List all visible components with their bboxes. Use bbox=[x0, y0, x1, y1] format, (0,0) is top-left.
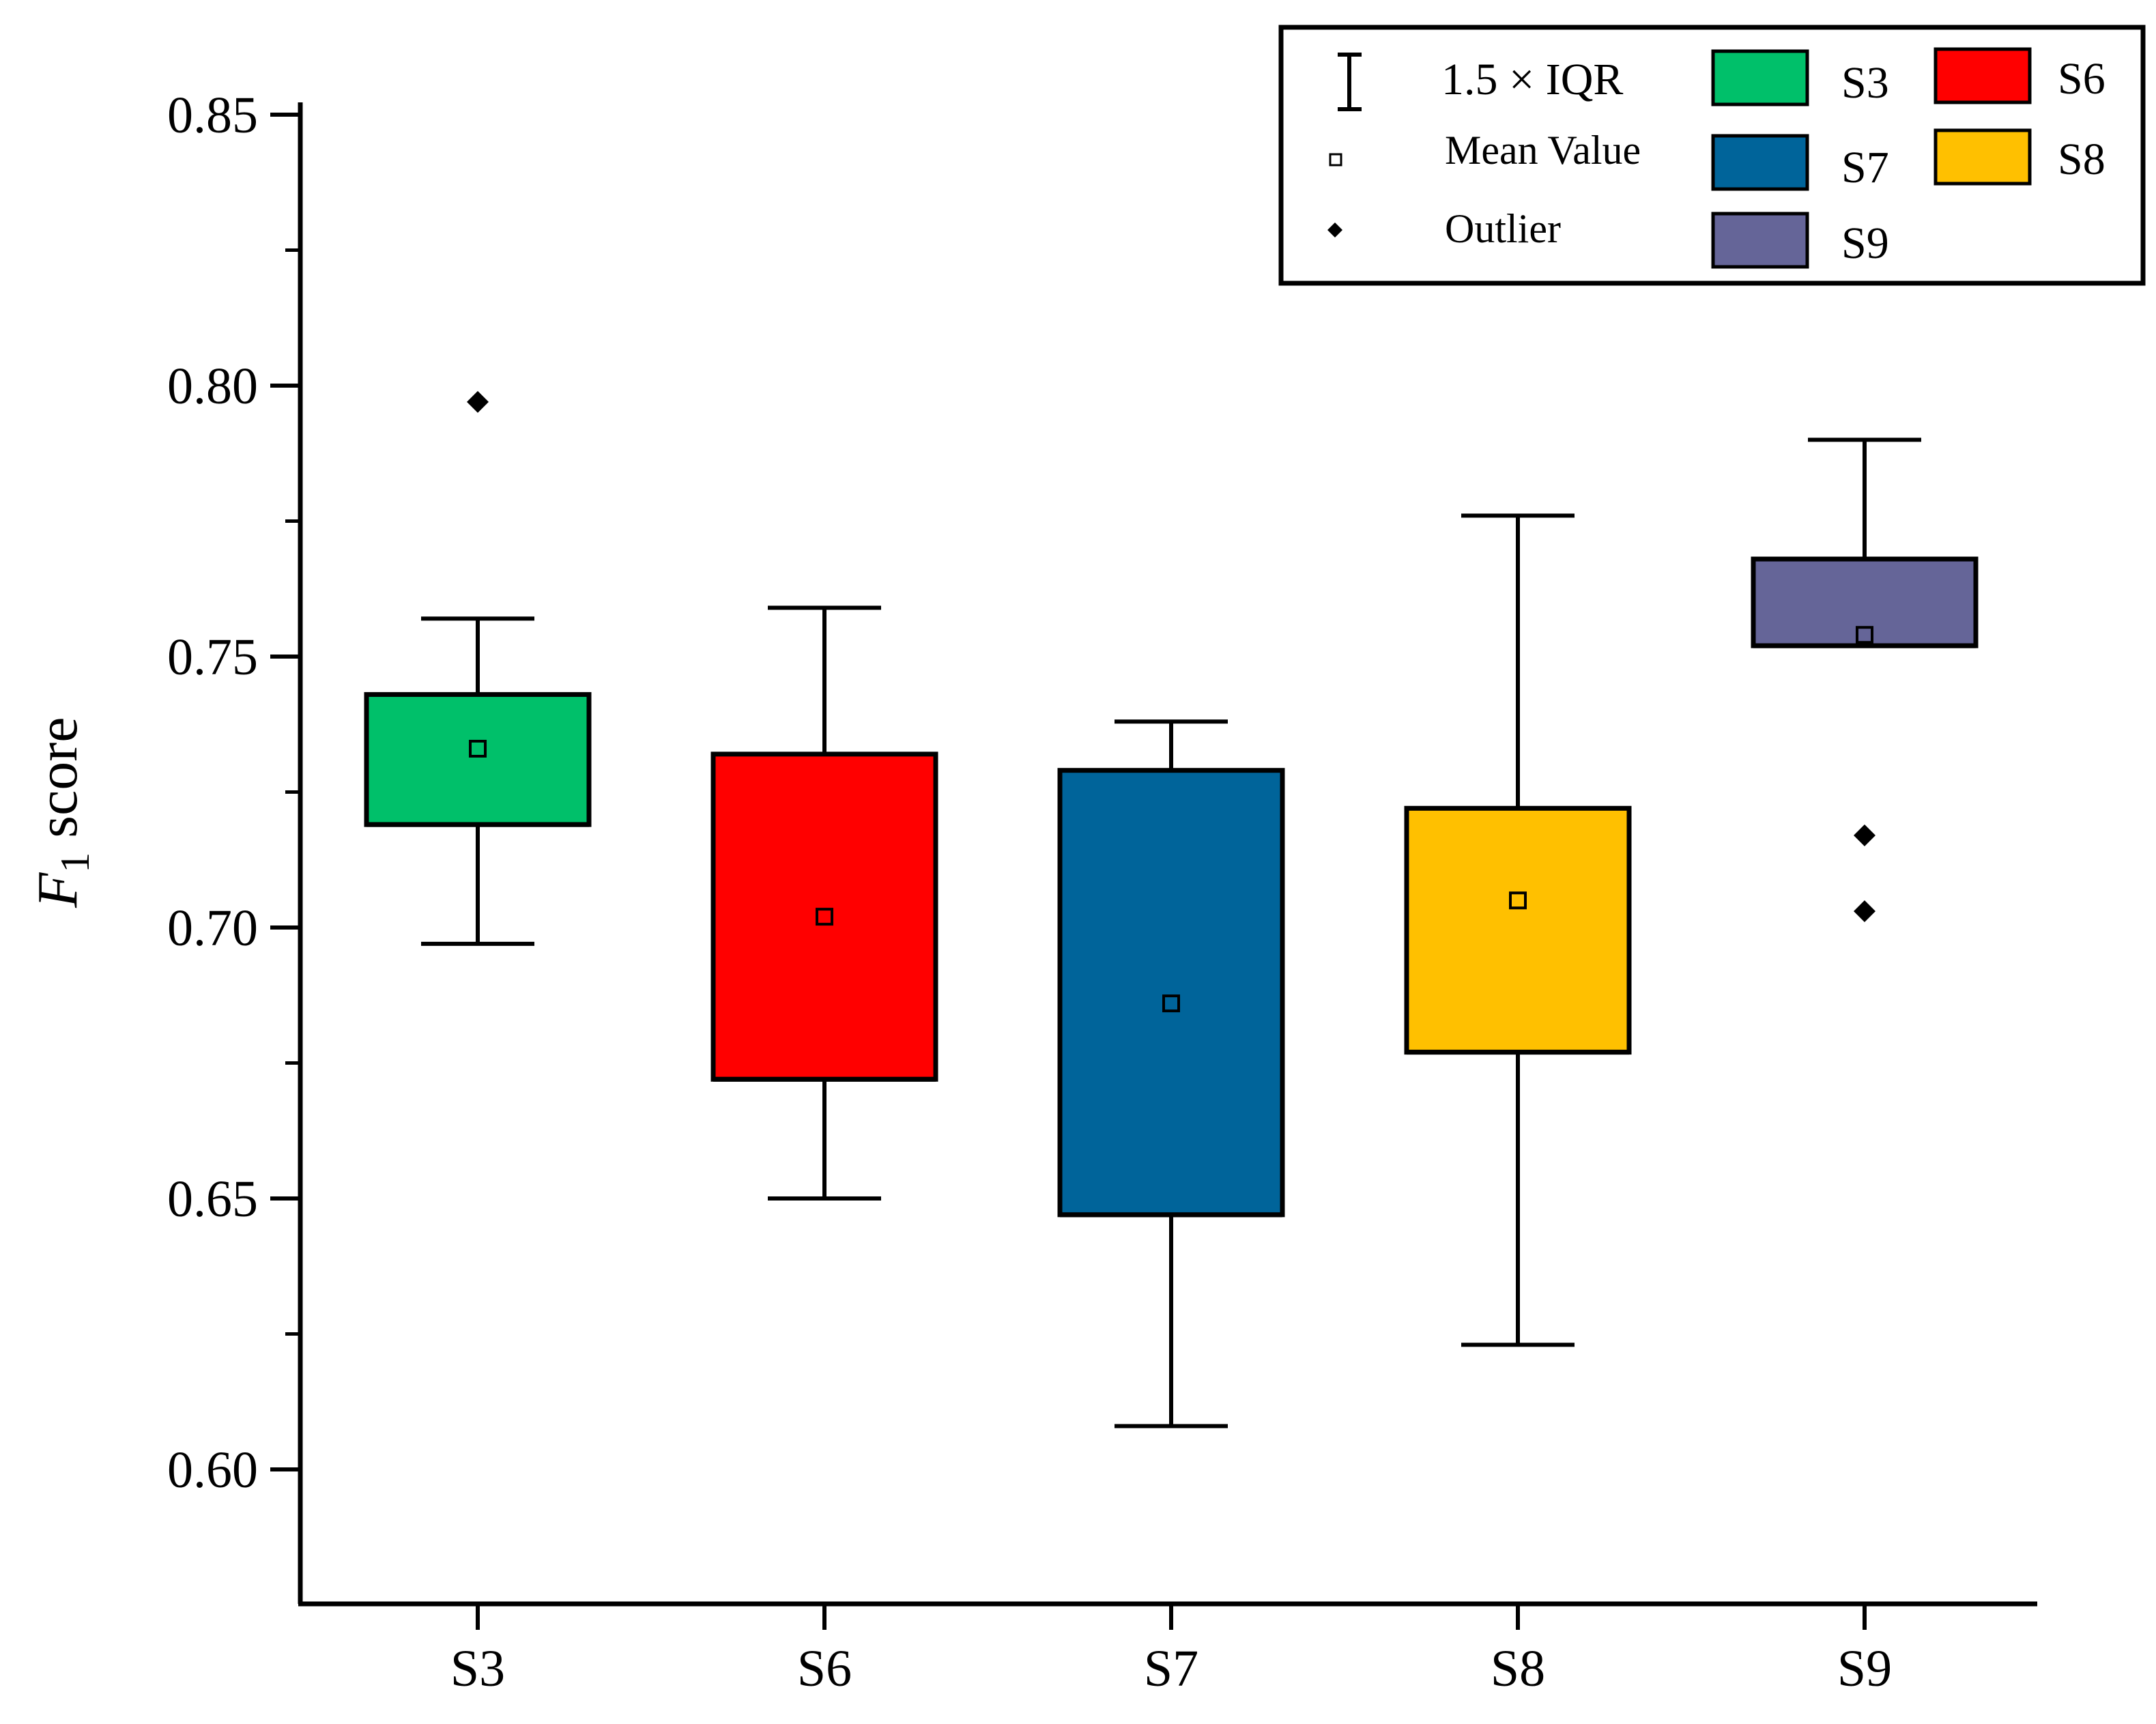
box-s8 bbox=[1404, 513, 1632, 1347]
legend-mean-label: Mean Value bbox=[1445, 128, 1641, 173]
x-tick-label-s3: S3 bbox=[450, 1640, 505, 1697]
legend-swatch-s8 bbox=[1934, 128, 2032, 186]
y-axis-title-subscript: 1 bbox=[53, 852, 98, 873]
hollow-square-icon bbox=[1329, 153, 1342, 167]
outlier-point bbox=[467, 390, 489, 413]
box-s9 bbox=[1751, 437, 1979, 923]
legend-swatch-s6 bbox=[1934, 47, 2032, 104]
box-body bbox=[1057, 768, 1285, 1218]
y-tick-label: 0.70 bbox=[167, 900, 258, 957]
y-axis-title: F1 score bbox=[26, 717, 98, 908]
x-tick-label-s7: S7 bbox=[1144, 1640, 1198, 1697]
box-body bbox=[364, 692, 592, 827]
mean-marker bbox=[469, 739, 487, 758]
box-body bbox=[1404, 805, 1632, 1055]
box-s7 bbox=[1057, 719, 1285, 1428]
whisker-icon bbox=[1338, 53, 1362, 111]
legend-label-s3: S3 bbox=[1841, 58, 1889, 108]
outlier-point bbox=[1854, 900, 1875, 923]
box-body bbox=[710, 751, 938, 1082]
legend-swatch-s7 bbox=[1711, 134, 1809, 191]
legend-outlier-label: Outlier bbox=[1445, 206, 1561, 251]
legend-label-s7: S7 bbox=[1841, 143, 1889, 192]
x-tick-label-s6: S6 bbox=[797, 1640, 852, 1697]
mean-marker bbox=[816, 908, 833, 926]
outlier-point bbox=[1854, 824, 1875, 847]
legend-label-s8: S8 bbox=[2058, 134, 2105, 184]
y-axis-title-suffix: score bbox=[26, 717, 89, 852]
axes: 0.60 0.65 0.70 0.75 0.80 0.85 S3 S6 S7 S8 S9 bbox=[167, 87, 2037, 1697]
mean-marker bbox=[1856, 626, 1873, 644]
box-body bbox=[1751, 556, 1979, 648]
x-tick-label-s9: S9 bbox=[1837, 1640, 1892, 1697]
y-tick-label: 0.75 bbox=[167, 629, 258, 686]
legend-label-s9: S9 bbox=[1841, 218, 1889, 268]
y-tick-label: 0.85 bbox=[167, 87, 258, 144]
box-s6 bbox=[710, 605, 938, 1201]
box-s3 bbox=[364, 390, 592, 946]
legend-label-s6: S6 bbox=[2058, 54, 2105, 104]
legend-swatch-s3 bbox=[1711, 49, 1809, 106]
legend-iqr-label: 1.5 × IQR bbox=[1441, 55, 1623, 104]
y-axis-label: F1 score bbox=[26, 717, 98, 908]
mean-marker bbox=[1509, 891, 1527, 910]
x-tick-label-s8: S8 bbox=[1491, 1640, 1545, 1697]
mean-marker bbox=[1162, 994, 1180, 1013]
y-tick-label: 0.60 bbox=[167, 1441, 258, 1499]
box-series bbox=[364, 390, 1979, 1428]
y-axis-title-main: F bbox=[26, 872, 89, 908]
legend-swatch-s9 bbox=[1711, 212, 1809, 269]
y-tick-label: 0.80 bbox=[167, 358, 258, 415]
diamond-icon bbox=[1327, 222, 1342, 238]
y-tick-label: 0.65 bbox=[167, 1170, 258, 1228]
legend: 1.5 × IQR Mean Value Outlier S3 S7 S9 S6… bbox=[1278, 25, 2146, 286]
